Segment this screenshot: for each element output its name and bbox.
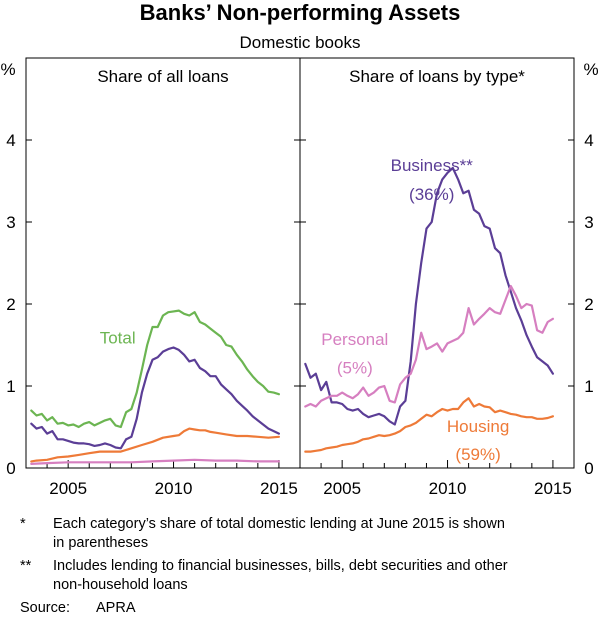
- unit-right: %: [583, 60, 598, 79]
- panel-title: Share of all loans: [97, 67, 228, 86]
- footnote-1-line-2: in parentheses: [53, 535, 148, 551]
- footnote-2-mark: **: [20, 558, 32, 574]
- y-tick-label-left: 4: [6, 131, 15, 150]
- footnote-2-line-1: Includes lending to financial businesses…: [53, 558, 508, 574]
- series-line-personal-pink-: [30, 458, 280, 465]
- chart-subtitle: Domestic books: [240, 33, 361, 52]
- series-line-housing-orange-: [30, 427, 280, 463]
- series-label: Business**: [391, 156, 474, 175]
- footnote-2-line-2: non-household loans: [53, 577, 188, 593]
- y-tick-label-left: 3: [6, 213, 15, 232]
- series-label: Housing: [447, 417, 509, 436]
- y-tick-label-right: 3: [584, 213, 593, 232]
- series-label: (36%): [409, 185, 454, 204]
- x-tick-label: 2010: [155, 479, 193, 498]
- y-tick-label-right: 2: [584, 295, 593, 314]
- y-tick-label-left: 1: [6, 377, 15, 396]
- source-label: Source:: [20, 600, 70, 616]
- series-label: (5%): [337, 359, 373, 378]
- plot-area: 0 0 1 1 2 2 3 3 4 4 Share of all loans 2005 2010 2015…: [6, 57, 594, 498]
- series-line-business: [304, 166, 555, 426]
- series-line-personal: [304, 284, 555, 408]
- series-line-non-housing-purple-: [30, 346, 280, 450]
- y-tick-label-right: 0: [584, 459, 593, 478]
- y-tick-label-left: 2: [6, 295, 15, 314]
- y-tick-label-right: 4: [584, 131, 593, 150]
- series-line-housing: [304, 397, 555, 453]
- x-tick-label: 2010: [429, 479, 467, 498]
- series-label: Personal: [321, 330, 388, 349]
- unit-left: %: [0, 60, 15, 79]
- footnote-1-line-1: Each category’s share of total domestic …: [53, 516, 505, 532]
- chart-title: Banks’ Non-performing Assets: [140, 0, 461, 25]
- x-tick-label: 2015: [260, 479, 298, 498]
- x-tick-label: 2005: [49, 479, 87, 498]
- x-tick-label: 2015: [534, 479, 572, 498]
- series-line-total: [30, 309, 280, 429]
- x-tick-label: 2005: [323, 479, 361, 498]
- panel-title: Share of loans by type*: [349, 67, 525, 86]
- y-tick-label-right: 1: [584, 377, 593, 396]
- footnote-1-mark: *: [20, 516, 26, 532]
- source-value: APRA: [96, 600, 136, 616]
- series-label: (59%): [455, 445, 500, 464]
- y-tick-label-left: 0: [6, 459, 15, 478]
- series-label: Total: [100, 328, 136, 347]
